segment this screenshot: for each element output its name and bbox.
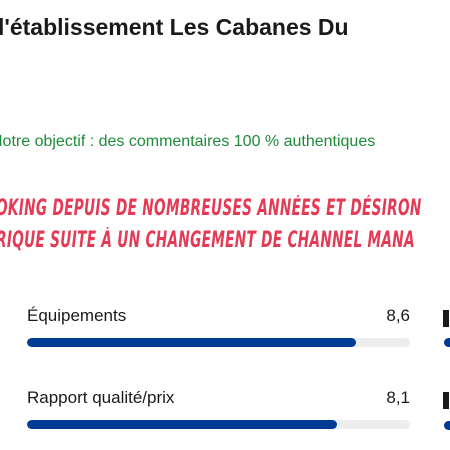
banner-line: RIQUE SUITE À UN CHANGEMENT DE CHANNEL M… [0, 228, 415, 253]
rating-value: 8,1 [386, 388, 410, 407]
rating-value: 8,6 [386, 306, 410, 325]
banner-line: OKING DEPUIS DE NOMBREUSES ANNÉES ET DÉS… [0, 196, 422, 221]
cropped-bar [444, 421, 450, 430]
rating-label: Équipements [27, 306, 127, 325]
rating-track [27, 338, 410, 347]
rating-label: Rapport qualité/prix [27, 388, 175, 407]
title: l'établissement Les Cabanes Du [0, 14, 349, 40]
cropped-label [443, 392, 449, 409]
cropped-label [443, 310, 449, 327]
rating-bar [27, 420, 338, 429]
rating-track [27, 420, 410, 429]
notice: Notre objectif : des commentaires 100 % … [0, 133, 376, 150]
cropped-bar [444, 338, 450, 347]
rating-bar [27, 338, 357, 347]
